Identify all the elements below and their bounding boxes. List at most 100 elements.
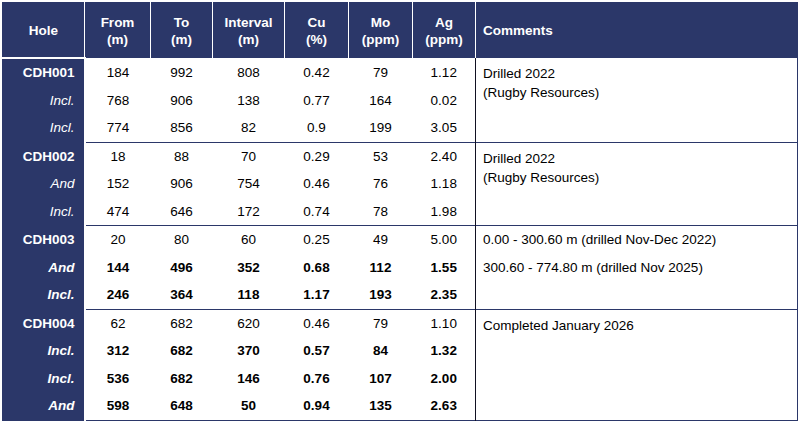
section-cdh002: CDH0021888700.29532.40Drilled 2022(Rugby… xyxy=(3,142,798,226)
value-cell-to: 364 xyxy=(151,281,213,309)
comment-line: Completed January 2026 xyxy=(483,316,793,335)
comment-text: Drilled 2022(Rugby Resources) xyxy=(483,143,793,187)
column-header-label: Ag xyxy=(413,14,475,31)
value-cell-to: 856 xyxy=(151,114,213,142)
value-cell-ag: 3.05 xyxy=(413,114,476,142)
value-cell-interval: 754 xyxy=(213,170,285,198)
value-cell-to: 496 xyxy=(151,254,213,282)
table-row: CDH004626826200.46791.10Completed Januar… xyxy=(3,309,798,337)
value-cell-from: 768 xyxy=(85,87,151,115)
comment-line: 300.60 - 774.80 m (drilled Nov 2025) xyxy=(483,254,793,282)
value-cell-cu: 0.46 xyxy=(285,309,349,337)
value-cell-from: 184 xyxy=(85,58,151,87)
interval-qualifier-cell: And xyxy=(3,170,85,198)
value-cell-interval: 352 xyxy=(213,254,285,282)
value-cell-to: 992 xyxy=(151,58,213,87)
value-cell-cu: 0.42 xyxy=(285,58,349,87)
column-header-mo: Mo(ppm) xyxy=(349,3,413,59)
interval-qualifier-cell: And xyxy=(3,254,85,282)
value-cell-mo: 135 xyxy=(349,392,413,420)
value-cell-interval: 50 xyxy=(213,392,285,420)
column-header-label: From xyxy=(85,14,150,31)
value-cell-from: 598 xyxy=(85,392,151,420)
section-cdh004: CDH004626826200.46791.10Completed Januar… xyxy=(3,309,798,420)
value-cell-cu: 0.29 xyxy=(285,142,349,170)
hole-id-cell: CDH002 xyxy=(3,142,85,170)
value-cell-ag: 0.02 xyxy=(413,87,476,115)
comment-cell: Completed January 2026 xyxy=(476,309,798,420)
column-header-label: Hole xyxy=(3,22,84,39)
value-cell-mo: 199 xyxy=(349,114,413,142)
comment-line: 0.00 - 300.60 m (drilled Nov-Dec 2022) xyxy=(483,226,793,254)
value-cell-from: 246 xyxy=(85,281,151,309)
value-cell-interval: 118 xyxy=(213,281,285,309)
value-cell-ag: 1.10 xyxy=(413,309,476,337)
value-cell-mo: 79 xyxy=(349,58,413,87)
table-row: CDH0032080600.25495.000.00 - 300.60 m (d… xyxy=(3,226,798,254)
value-cell-interval: 138 xyxy=(213,87,285,115)
comment-line: (Rugby Resources) xyxy=(483,168,793,187)
interval-qualifier-cell: Incl. xyxy=(3,365,85,393)
value-cell-ag: 1.55 xyxy=(413,254,476,282)
value-cell-mo: 49 xyxy=(349,226,413,254)
value-cell-from: 18 xyxy=(85,142,151,170)
column-header-label: Mo xyxy=(349,14,412,31)
column-header-label: Comments xyxy=(483,22,797,39)
comment-line: (Rugby Resources) xyxy=(483,83,793,102)
comment-cell: Drilled 2022(Rugby Resources) xyxy=(476,142,798,226)
hole-id-cell: CDH003 xyxy=(3,226,85,254)
interval-qualifier-cell: Incl. xyxy=(3,198,85,226)
value-cell-interval: 808 xyxy=(213,58,285,87)
value-cell-cu: 0.68 xyxy=(285,254,349,282)
value-cell-ag: 2.00 xyxy=(413,365,476,393)
value-cell-from: 774 xyxy=(85,114,151,142)
value-cell-from: 536 xyxy=(85,365,151,393)
value-cell-interval: 60 xyxy=(213,226,285,254)
section-cdh003: CDH0032080600.25495.000.00 - 300.60 m (d… xyxy=(3,226,798,310)
value-cell-to: 648 xyxy=(151,392,213,420)
value-cell-ag: 2.63 xyxy=(413,392,476,420)
comment-line: Drilled 2022 xyxy=(483,149,793,168)
interval-qualifier-cell: Incl. xyxy=(3,114,85,142)
value-cell-mo: 79 xyxy=(349,309,413,337)
value-cell-cu: 0.25 xyxy=(285,226,349,254)
value-cell-mo: 112 xyxy=(349,254,413,282)
value-cell-from: 152 xyxy=(85,170,151,198)
column-header-cu: Cu(%) xyxy=(285,3,349,59)
column-header-unit: (ppm) xyxy=(349,31,412,48)
value-cell-ag: 1.12 xyxy=(413,58,476,87)
column-header-unit: (m) xyxy=(151,31,212,48)
value-cell-ag: 2.35 xyxy=(413,281,476,309)
column-header-unit: (%) xyxy=(285,31,348,48)
value-cell-cu: 1.17 xyxy=(285,281,349,309)
table-header-row: HoleFrom(m)To(m)Interval(m)Cu(%)Mo(ppm)A… xyxy=(3,3,798,59)
value-cell-ag: 1.18 xyxy=(413,170,476,198)
column-header-hole: Hole xyxy=(3,3,85,59)
column-header-unit: (m) xyxy=(85,31,150,48)
comment-line: Drilled 2022 xyxy=(483,64,793,83)
column-header-unit: (ppm) xyxy=(413,31,475,48)
value-cell-ag: 1.98 xyxy=(413,198,476,226)
value-cell-interval: 146 xyxy=(213,365,285,393)
value-cell-mo: 76 xyxy=(349,170,413,198)
comment-text: Completed January 2026 xyxy=(483,310,793,335)
value-cell-to: 88 xyxy=(151,142,213,170)
value-cell-mo: 107 xyxy=(349,365,413,393)
column-header-interval: Interval(m) xyxy=(213,3,285,59)
value-cell-cu: 0.94 xyxy=(285,392,349,420)
value-cell-cu: 0.74 xyxy=(285,198,349,226)
comment-cell: 0.00 - 300.60 m (drilled Nov-Dec 2022)30… xyxy=(476,226,798,310)
value-cell-from: 312 xyxy=(85,337,151,365)
value-cell-cu: 0.57 xyxy=(285,337,349,365)
column-header-from: From(m) xyxy=(85,3,151,59)
interval-qualifier-cell: And xyxy=(3,392,85,420)
value-cell-to: 646 xyxy=(151,198,213,226)
interval-qualifier-cell: Incl. xyxy=(3,87,85,115)
hole-id-cell: CDH004 xyxy=(3,309,85,337)
value-cell-interval: 620 xyxy=(213,309,285,337)
value-cell-mo: 53 xyxy=(349,142,413,170)
value-cell-cu: 0.77 xyxy=(285,87,349,115)
table-header: HoleFrom(m)To(m)Interval(m)Cu(%)Mo(ppm)A… xyxy=(3,3,798,59)
value-cell-ag: 2.40 xyxy=(413,142,476,170)
drill-results-page: HoleFrom(m)To(m)Interval(m)Cu(%)Mo(ppm)A… xyxy=(0,0,800,424)
